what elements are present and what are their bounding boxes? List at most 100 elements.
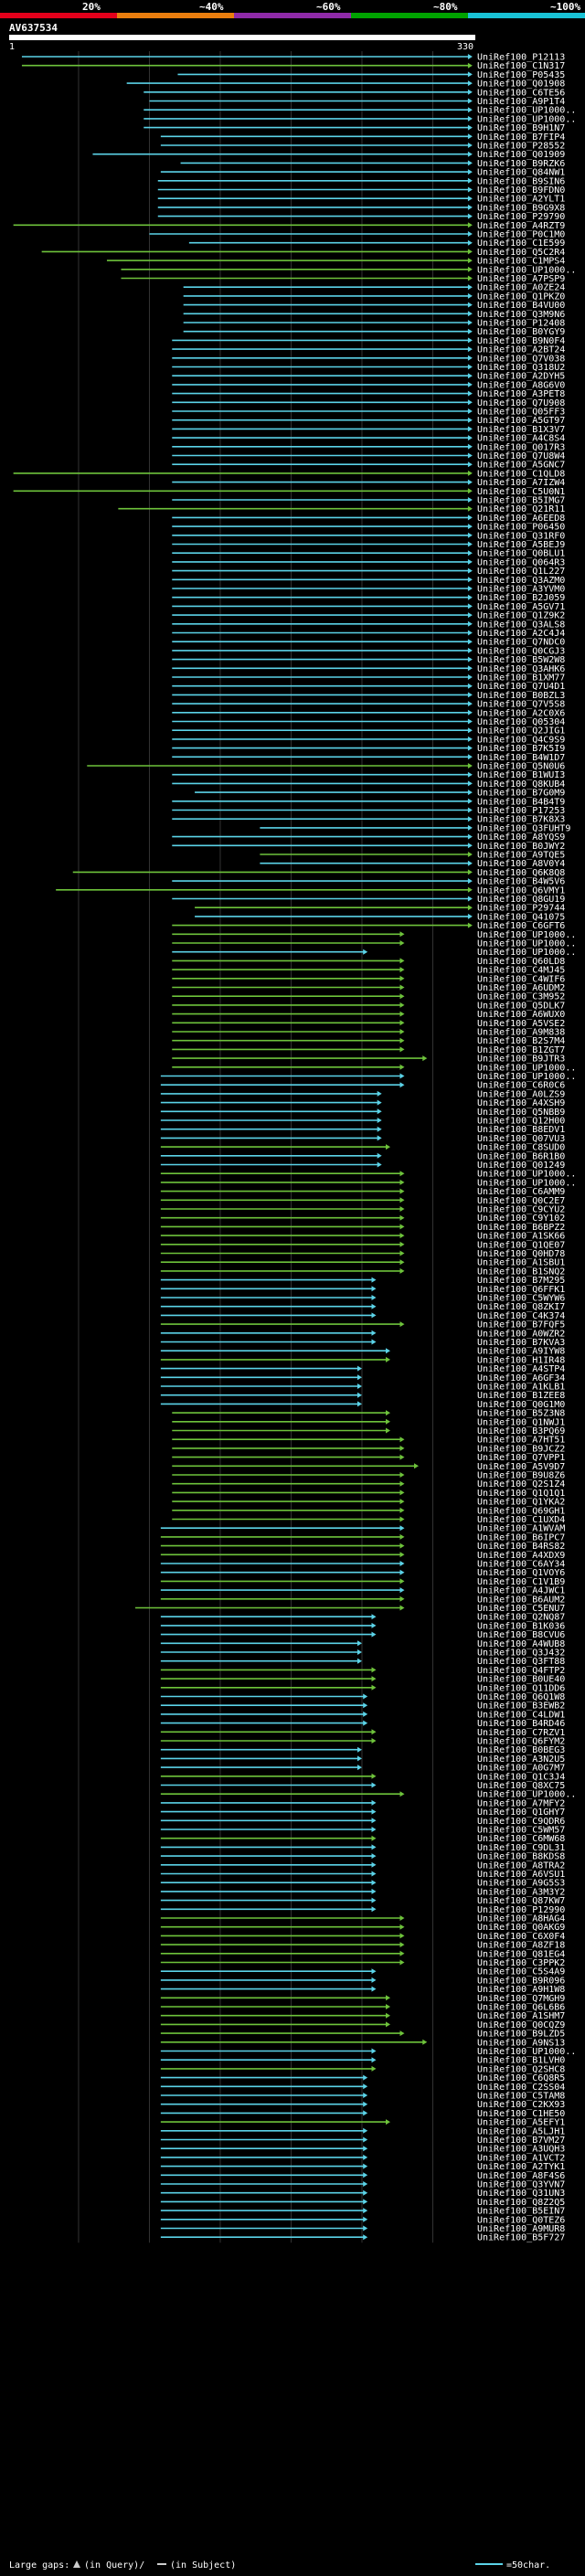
hit-label[interactable]: UniRef100_B0BZL3 xyxy=(477,691,565,701)
hit-label[interactable]: UniRef100_Q0AKG9 xyxy=(477,1923,565,1933)
hit-label[interactable]: UniRef100_A5BEJ9 xyxy=(477,540,565,550)
hit-label[interactable]: UniRef100_A6VSU1 xyxy=(477,1870,565,1880)
hit-label[interactable]: UniRef100_Q1VOY6 xyxy=(477,1568,565,1578)
hit-label[interactable]: UniRef100_C4LDW1 xyxy=(477,1710,565,1720)
hit-label[interactable]: UniRef100_A6GF34 xyxy=(477,1373,565,1383)
hit-label[interactable]: UniRef100_Q3M9N6 xyxy=(477,310,565,320)
hit-label[interactable]: UniRef100_P29790 xyxy=(477,212,565,222)
hit-label[interactable]: UniRef100_C1QLD8 xyxy=(477,469,565,479)
hit-label[interactable]: UniRef100_A1WVAM xyxy=(477,1524,565,1534)
hit-label[interactable]: UniRef100_C5ENU7 xyxy=(477,1604,565,1614)
hit-label[interactable]: UniRef100_C9QDR6 xyxy=(477,1817,565,1827)
hit-label[interactable]: UniRef100_Q01909 xyxy=(477,150,565,160)
hit-label[interactable]: UniRef100_C7RZV1 xyxy=(477,1728,565,1738)
hit-label[interactable]: UniRef100_Q11DD6 xyxy=(477,1683,565,1693)
hit-label[interactable]: UniRef100_Q0C2E7 xyxy=(477,1196,565,1206)
hit-label[interactable]: UniRef100_A3M3Y2 xyxy=(477,1887,565,1897)
hit-label[interactable]: UniRef100_A4RZT9 xyxy=(477,221,565,231)
hit-label[interactable]: UniRef100_Q0HD78 xyxy=(477,1249,565,1259)
hit-label[interactable]: UniRef100_B7KVA3 xyxy=(477,1338,565,1348)
hit-label[interactable]: UniRef100_Q6Q1W8 xyxy=(477,1692,565,1702)
hit-label[interactable]: UniRef100_Q3J432 xyxy=(477,1648,565,1659)
hit-label[interactable]: UniRef100_A8TRA2 xyxy=(477,1860,565,1871)
hit-label[interactable]: UniRef100_B1X3V7 xyxy=(477,425,565,435)
hit-label[interactable]: UniRef100_B9N0F4 xyxy=(477,336,565,346)
hit-label[interactable]: UniRef100_Q017R3 xyxy=(477,442,565,452)
hit-label[interactable]: UniRef100_C1UXD4 xyxy=(477,1515,565,1525)
hit-label[interactable]: UniRef100_A5VSE2 xyxy=(477,1019,565,1029)
hit-label[interactable]: UniRef100_C6R0C6 xyxy=(477,1081,565,1091)
hit-label[interactable]: UniRef100_B9JCZ2 xyxy=(477,1444,565,1454)
hit-label[interactable]: UniRef100_A1SHM7 xyxy=(477,2011,565,2021)
hit-label[interactable]: UniRef100_C9DL31 xyxy=(477,1843,565,1853)
hit-label[interactable]: UniRef100_A7MFY2 xyxy=(477,1798,565,1808)
hit-label[interactable]: UniRef100_A4C8S4 xyxy=(477,434,565,444)
hit-label[interactable]: UniRef100_A3YVM0 xyxy=(477,585,565,595)
hit-label[interactable]: UniRef100_Q1Q1Q1 xyxy=(477,1489,565,1499)
hit-label[interactable]: UniRef100_B7K8X3 xyxy=(477,815,565,825)
hit-label[interactable]: UniRef100_Q05FF3 xyxy=(477,408,565,418)
hit-label[interactable]: UniRef100_A7HT51 xyxy=(477,1436,565,1446)
hit-label[interactable]: UniRef100_A4JWC1 xyxy=(477,1586,565,1596)
hit-label[interactable]: UniRef100_A7IZW4 xyxy=(477,478,565,488)
hit-label[interactable]: UniRef100_B0UE40 xyxy=(477,1675,565,1685)
hit-label[interactable]: UniRef100_A8YQS9 xyxy=(477,832,565,843)
hit-label[interactable]: UniRef100_Q12H00 xyxy=(477,1117,565,1127)
hit-label[interactable]: UniRef100_Q064R3 xyxy=(477,557,565,567)
hit-label[interactable]: UniRef100_Q6FFK1 xyxy=(477,1285,565,1295)
hit-label[interactable]: UniRef100_Q2S1Z4 xyxy=(477,1479,565,1489)
hit-label[interactable]: UniRef100_A5V9D7 xyxy=(477,1462,565,1472)
hit-label[interactable]: UniRef100_B7G0M9 xyxy=(477,789,565,799)
hit-label[interactable]: UniRef100_UP1000.. xyxy=(477,1063,576,1073)
hit-label[interactable]: UniRef100_B9SIN6 xyxy=(477,176,565,186)
hit-label[interactable]: UniRef100_A8F4S6 xyxy=(477,2171,565,2181)
hit-label[interactable]: UniRef100_Q2JIG1 xyxy=(477,726,565,737)
hit-label[interactable]: UniRef100_Q5NBB9 xyxy=(477,1108,565,1118)
hit-label[interactable]: UniRef100_C3M952 xyxy=(477,992,565,1002)
hit-label[interactable]: UniRef100_Q1YKA2 xyxy=(477,1498,565,1508)
hit-label[interactable]: UniRef100_P17253 xyxy=(477,806,565,816)
hit-label[interactable]: UniRef100_UP1000.. xyxy=(477,265,576,275)
hit-label[interactable]: UniRef100_A2BT24 xyxy=(477,345,565,355)
hit-label[interactable]: UniRef100_B9G9X8 xyxy=(477,203,565,213)
hit-label[interactable]: UniRef100_A5GT97 xyxy=(477,416,565,426)
hit-label[interactable]: UniRef100_B6IPC7 xyxy=(477,1532,565,1542)
hit-label[interactable]: UniRef100_B1XM77 xyxy=(477,673,565,684)
hit-label[interactable]: UniRef100_B7FIP4 xyxy=(477,133,565,143)
hit-label[interactable]: UniRef100_C4K374 xyxy=(477,1311,565,1321)
hit-label[interactable]: UniRef100_Q0TEZ6 xyxy=(477,2215,565,2225)
hit-label[interactable]: UniRef100_Q7U908 xyxy=(477,398,565,408)
hit-label[interactable]: UniRef100_A7PSP9 xyxy=(477,274,565,284)
hit-label[interactable]: UniRef100_Q8ZKI7 xyxy=(477,1302,565,1312)
hit-label[interactable]: UniRef100_UP1000.. xyxy=(477,939,576,949)
hit-label[interactable]: UniRef100_B8EDV1 xyxy=(477,1125,565,1135)
hit-label[interactable]: UniRef100_B9LZD5 xyxy=(477,2030,565,2040)
hit-label[interactable]: UniRef100_Q01908 xyxy=(477,80,565,90)
hit-label[interactable]: UniRef100_B0BEG3 xyxy=(477,1745,565,1755)
hit-label[interactable]: UniRef100_A2C4J4 xyxy=(477,629,565,639)
hit-label[interactable]: UniRef100_B4RD46 xyxy=(477,1719,565,1729)
hit-label[interactable]: UniRef100_A2TYK1 xyxy=(477,2162,565,2172)
hit-label[interactable]: UniRef100_B8CVU6 xyxy=(477,1630,565,1640)
hit-label[interactable]: UniRef100_A1SBU1 xyxy=(477,1258,565,1268)
hit-label[interactable]: UniRef100_Q6VMY1 xyxy=(477,885,565,896)
hit-label[interactable]: UniRef100_Q1QE07 xyxy=(477,1240,565,1250)
hit-label[interactable]: UniRef100_UP1000.. xyxy=(477,1178,576,1188)
hit-label[interactable]: UniRef100_B7VM27 xyxy=(477,2136,565,2146)
hit-label[interactable]: UniRef100_UP1000.. xyxy=(477,114,576,124)
hit-label[interactable]: UniRef100_A4XSH9 xyxy=(477,1098,565,1108)
hit-label[interactable]: UniRef100_A4STP4 xyxy=(477,1364,565,1374)
hit-label[interactable]: UniRef100_Q21R11 xyxy=(477,504,565,514)
hit-label[interactable]: UniRef100_C1N317 xyxy=(477,61,565,71)
hit-label[interactable]: UniRef100_C3PPK2 xyxy=(477,1958,565,1968)
hit-label[interactable]: UniRef100_Q5C2R4 xyxy=(477,248,565,258)
hit-label[interactable]: UniRef100_B9H1N7 xyxy=(477,123,565,133)
hit-label[interactable]: UniRef100_A9IYW8 xyxy=(477,1347,565,1357)
hit-label[interactable]: UniRef100_B3PQ69 xyxy=(477,1426,565,1436)
hit-label[interactable]: UniRef100_C5U0N1 xyxy=(477,487,565,497)
hit-label[interactable]: UniRef100_A9G5S3 xyxy=(477,1879,565,1889)
hit-label[interactable]: UniRef100_C6AMM9 xyxy=(477,1187,565,1197)
hit-label[interactable]: UniRef100_Q0G1M0 xyxy=(477,1400,565,1410)
hit-label[interactable]: UniRef100_B1ZGT7 xyxy=(477,1045,565,1055)
hit-label[interactable]: UniRef100_A0G7M7 xyxy=(477,1764,565,1774)
